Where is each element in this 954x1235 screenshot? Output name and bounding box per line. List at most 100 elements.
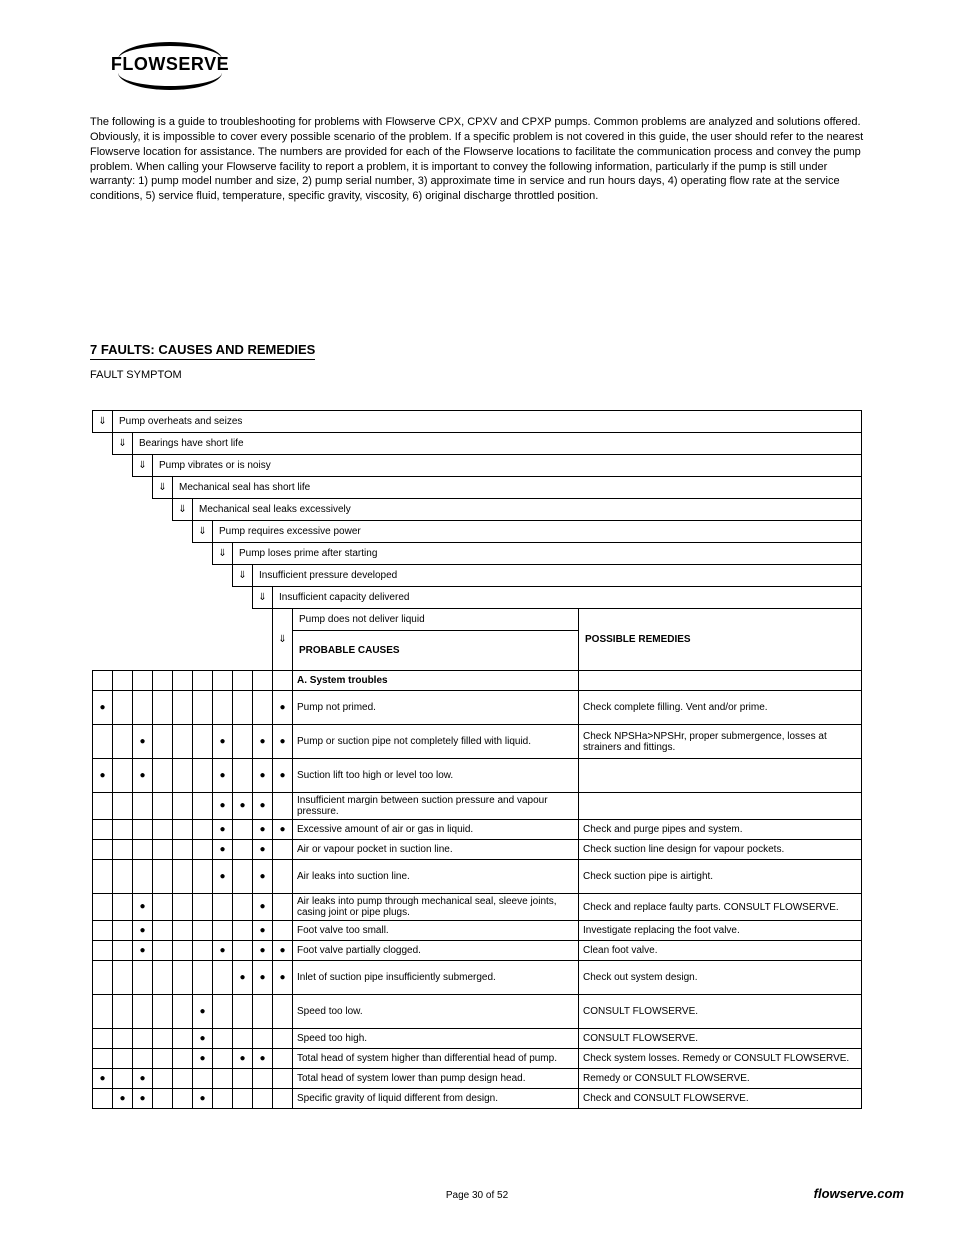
dot-cell	[193, 961, 213, 995]
dot-cell	[213, 961, 233, 995]
dot-cell	[213, 1029, 233, 1049]
dot-cell	[113, 759, 133, 793]
dot-cell: ●	[213, 860, 233, 894]
dot-cell	[133, 1049, 153, 1069]
table-row: ●●Air leaks into pump through mechanical…	[93, 894, 862, 921]
dot-cell	[93, 725, 113, 759]
cause-cell: Speed too high.	[293, 1029, 579, 1049]
remedy-cell: Check suction line design for vapour poc…	[579, 840, 862, 860]
dot-cell	[173, 820, 193, 840]
dot-cell: ●	[253, 840, 273, 860]
dot-cell	[213, 921, 233, 941]
hdr-label-0: Pump overheats and seizes	[113, 411, 862, 433]
dot-cell	[193, 921, 213, 941]
header-row-2: ⇓ Pump vibrates or is noisy	[93, 455, 862, 477]
dot-cell: ●	[193, 995, 213, 1029]
remedy-cell: Check and replace faulty parts. CONSULT …	[579, 894, 862, 921]
dot-cell	[273, 793, 293, 820]
dot-cell: ●	[133, 894, 153, 921]
hdr-label-3: Mechanical seal has short life	[173, 477, 862, 499]
header-row-1: ⇓ Bearings have short life	[93, 433, 862, 455]
dot-cell	[273, 894, 293, 921]
dot-cell: ●	[273, 691, 293, 725]
dot-cell: ●	[253, 860, 273, 894]
dot-cell	[133, 1029, 153, 1049]
dot-cell	[193, 1069, 213, 1089]
hdr-arrow-3: ⇓	[153, 477, 173, 499]
remedy-cell: Check out system design.	[579, 961, 862, 995]
dot-cell	[233, 840, 253, 860]
dot-cell	[173, 793, 193, 820]
header-row-8: ⇓ Insufficient capacity delivered	[93, 587, 862, 609]
dot-cell	[273, 921, 293, 941]
dot-cell	[113, 921, 133, 941]
dot-cell	[213, 691, 233, 725]
dot-cell	[93, 995, 113, 1029]
table-row: ●●Air or vapour pocket in suction line.C…	[93, 840, 862, 860]
table-row: ●●●Total head of system higher than diff…	[93, 1049, 862, 1069]
hdr-label-5: Pump requires excessive power	[213, 521, 862, 543]
dot-cell	[213, 1049, 233, 1069]
fault-matrix: ⇓ Pump overheats and seizes ⇓ Bearings h…	[92, 410, 862, 1109]
dot-cell: ●	[113, 1089, 133, 1109]
dot-cell	[153, 921, 173, 941]
hdr-arrow-8: ⇓	[253, 587, 273, 609]
section-title: 7 FAULTS: CAUSES AND REMEDIES	[90, 342, 315, 360]
dot-cell	[253, 1029, 273, 1049]
hdr-arrow-9: ⇓	[273, 609, 293, 671]
dot-cell: ●	[253, 793, 273, 820]
dot-cell: ●	[213, 759, 233, 793]
header-row-7: ⇓ Insufficient pressure developed	[93, 565, 862, 587]
remedy-cell: Check and CONSULT FLOWSERVE.	[579, 1089, 862, 1109]
dot-cell	[233, 820, 253, 840]
dot-cell	[213, 1089, 233, 1109]
dot-cell: ●	[273, 961, 293, 995]
hdr-label-4: Mechanical seal leaks excessively	[193, 499, 862, 521]
dot-cell	[153, 691, 173, 725]
dot-cell	[273, 860, 293, 894]
dot-cell: ●	[253, 941, 273, 961]
dot-cell	[233, 921, 253, 941]
dot-cell: ●	[233, 1049, 253, 1069]
section-a-title: A. System troubles	[293, 671, 579, 691]
dot-cell	[253, 691, 273, 725]
dot-cell: ●	[193, 1049, 213, 1069]
logo: FLOWSERVE	[110, 40, 230, 90]
dot-cell	[113, 840, 133, 860]
dot-cell	[113, 691, 133, 725]
dot-cell	[93, 820, 113, 840]
hdr-label-8: Insufficient capacity delivered	[273, 587, 862, 609]
dot-cell	[153, 941, 173, 961]
remedy-cell: Investigate replacing the foot valve.	[579, 921, 862, 941]
dot-cell	[273, 1029, 293, 1049]
dot-cell	[233, 1029, 253, 1049]
dot-cell: ●	[273, 941, 293, 961]
dot-cell: ●	[253, 921, 273, 941]
dot-cell	[273, 1089, 293, 1109]
dot-cell	[253, 1069, 273, 1089]
dot-cell	[133, 793, 153, 820]
dot-cell	[153, 894, 173, 921]
dot-cell: ●	[133, 725, 153, 759]
dot-cell	[233, 894, 253, 921]
dot-cell	[153, 820, 173, 840]
dot-cell	[133, 961, 153, 995]
dot-cell	[153, 961, 173, 995]
dot-cell	[173, 725, 193, 759]
cause-cell: Foot valve too small.	[293, 921, 579, 941]
dot-cell	[93, 961, 113, 995]
cause-cell: Total head of system lower than pump des…	[293, 1069, 579, 1089]
remedy-cell: Check suction pipe is airtight.	[579, 860, 862, 894]
dot-cell	[153, 725, 173, 759]
dot-cell	[193, 793, 213, 820]
dot-cell	[193, 840, 213, 860]
dot-cell	[173, 894, 193, 921]
cause-cell: Foot valve partially clogged.	[293, 941, 579, 961]
dot-cell: ●	[133, 759, 153, 793]
dot-cell	[113, 793, 133, 820]
dot-cell: ●	[133, 941, 153, 961]
header-row-4: ⇓ Mechanical seal leaks excessively	[93, 499, 862, 521]
dot-cell	[173, 759, 193, 793]
table-row: ●●●Excessive amount of air or gas in liq…	[93, 820, 862, 840]
dot-cell: ●	[193, 1089, 213, 1109]
